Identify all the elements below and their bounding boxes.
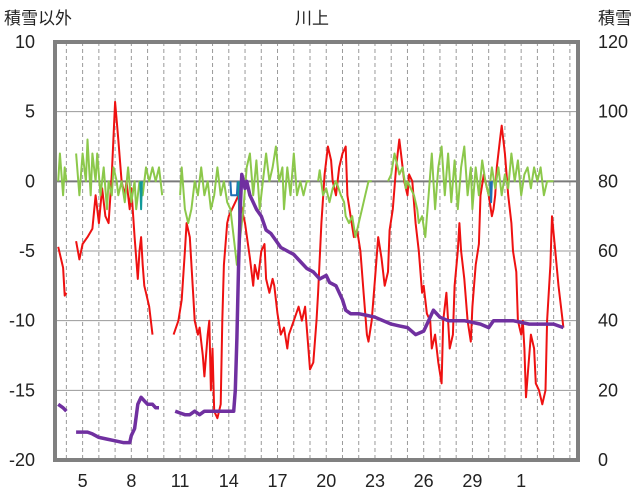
chart-title: 川上: [295, 9, 329, 29]
x-tick-label: 20: [316, 471, 336, 491]
y-right-ticks: 120 100 80 60 40 20 0: [598, 32, 628, 470]
y-left-tick-label: -5: [19, 241, 35, 261]
series-line-4: [57, 172, 564, 445]
y-right-tick-label: 100: [598, 102, 628, 122]
y-right-tick-label: 60: [598, 241, 618, 261]
y-left-label: 積雪以外: [4, 9, 72, 29]
y-right-label: 積雪: [598, 9, 632, 29]
x-tick-label: 14: [219, 471, 239, 491]
series-line-0: [57, 100, 565, 420]
grid: [55, 41, 578, 461]
y-left-tick-label: -20: [9, 450, 35, 470]
series-group: [57, 100, 565, 445]
y-left-tick-label: -15: [9, 380, 35, 400]
x-tick-label: 8: [126, 471, 136, 491]
x-tick-label: 1: [516, 471, 526, 491]
x-tick-label: 5: [78, 471, 88, 491]
y-right-tick-label: 40: [598, 311, 618, 331]
y-left-tick-label: 10: [15, 32, 35, 52]
x-tick-label: 11: [171, 471, 190, 491]
y-left-tick-label: -10: [9, 311, 35, 331]
y-right-tick-label: 80: [598, 171, 618, 191]
y-right-tick-label: 0: [598, 450, 608, 470]
plot-frame: [53, 40, 580, 462]
y-right-tick-label: 20: [598, 380, 618, 400]
x-tick-label: 29: [462, 471, 482, 491]
y-left-ticks: 10 5 0 -5 -10 -15 -20: [9, 32, 35, 470]
y-right-tick-label: 120: [598, 32, 628, 52]
x-ticks: 5 8 11 14 17 20 23 26 29 1: [78, 471, 527, 491]
y-left-tick-label: 0: [25, 171, 35, 191]
x-tick-label: 17: [268, 471, 288, 491]
series-line-2: [229, 181, 493, 204]
y-left-tick-label: 5: [25, 102, 35, 122]
x-tick-label: 26: [414, 471, 434, 491]
x-tick-label: 23: [365, 471, 385, 491]
